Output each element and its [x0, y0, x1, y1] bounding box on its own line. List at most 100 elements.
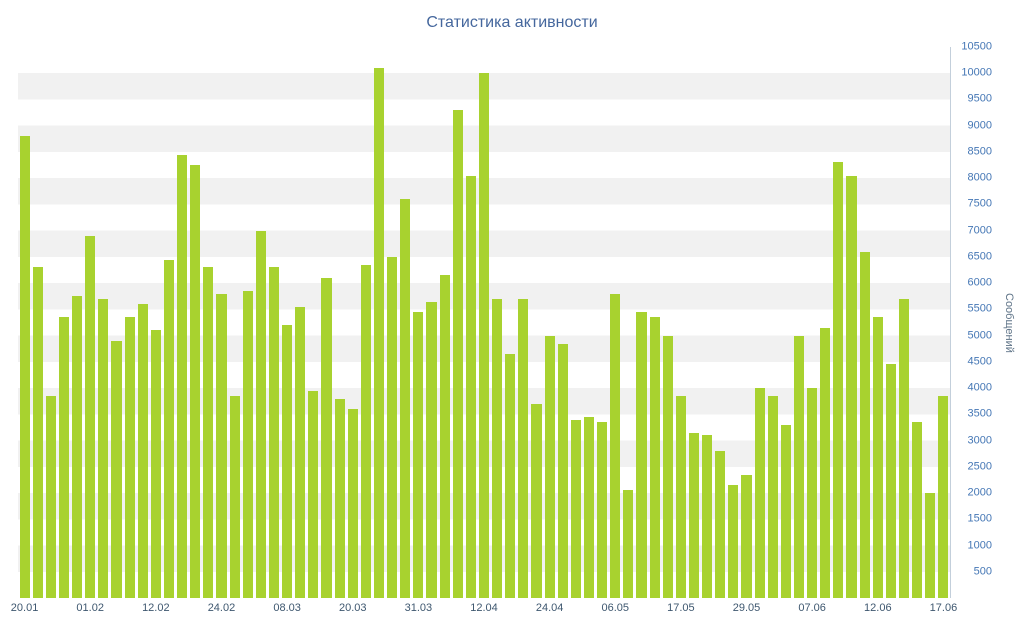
bar[interactable]	[177, 154, 188, 598]
y-tick-label: 500	[973, 565, 992, 578]
bar[interactable]	[702, 435, 713, 598]
bar[interactable]	[505, 354, 516, 598]
y-tick-label: 6000	[967, 276, 992, 289]
bar[interactable]	[780, 424, 791, 598]
bar[interactable]	[492, 298, 503, 598]
x-tick-label: 20.03	[338, 602, 367, 614]
y-tick-label: 2000	[967, 486, 992, 499]
bar[interactable]	[334, 398, 345, 598]
bar[interactable]	[321, 277, 332, 598]
bar[interactable]	[872, 317, 883, 598]
bar[interactable]	[478, 73, 489, 598]
x-tick-label: 24.04	[535, 602, 564, 614]
bar[interactable]	[452, 109, 463, 598]
bar[interactable]	[400, 199, 411, 598]
bar[interactable]	[360, 264, 371, 598]
bar[interactable]	[19, 136, 30, 598]
x-tick-label: 17.06	[929, 602, 958, 614]
bar[interactable]	[597, 422, 608, 598]
bar[interactable]	[387, 256, 398, 598]
y-tick-label: 9000	[967, 119, 992, 132]
bar[interactable]	[859, 251, 870, 598]
bar[interactable]	[623, 490, 634, 598]
x-axis-labels: 20.01 01.02 12.02 24.02 08.03 20.03 31.03 12.04…	[11, 602, 957, 618]
bar[interactable]	[426, 301, 437, 598]
bar[interactable]	[72, 296, 83, 598]
bar[interactable]	[439, 275, 450, 598]
bar[interactable]	[741, 474, 752, 598]
y-axis-title: Сообщений	[998, 47, 1020, 598]
bar[interactable]	[754, 388, 765, 598]
x-tick-label: 07.06	[798, 602, 826, 614]
bar[interactable]	[98, 298, 109, 598]
bar[interactable]	[807, 388, 818, 598]
bar[interactable]	[912, 422, 923, 598]
bar[interactable]	[465, 175, 476, 598]
bar[interactable]	[347, 409, 358, 598]
bar[interactable]	[557, 343, 568, 598]
bar[interactable]	[649, 317, 660, 598]
bar[interactable]	[925, 493, 936, 598]
y-axis-title-text: Сообщений	[1003, 292, 1015, 353]
bar[interactable]	[229, 395, 240, 598]
y-tick-label: 8500	[967, 145, 992, 158]
bar[interactable]	[124, 317, 135, 598]
bar[interactable]	[544, 335, 555, 598]
bar[interactable]	[662, 335, 673, 598]
bar[interactable]	[938, 395, 949, 598]
bar[interactable]	[268, 267, 279, 598]
bar[interactable]	[242, 291, 253, 598]
bar[interactable]	[767, 395, 778, 598]
bar[interactable]	[308, 390, 319, 598]
bar[interactable]	[32, 267, 43, 598]
x-tick-label: 08.03	[273, 602, 301, 614]
x-tick-label: 24.02	[207, 602, 236, 614]
bar[interactable]	[137, 304, 148, 598]
bar[interactable]	[583, 416, 594, 598]
y-tick-label: 3000	[967, 434, 992, 447]
y-tick-label: 4500	[967, 355, 992, 368]
y-tick-label: 9500	[967, 92, 992, 105]
bar[interactable]	[190, 165, 201, 598]
bar[interactable]	[688, 432, 699, 598]
bar[interactable]	[255, 230, 266, 598]
bar[interactable]	[58, 317, 69, 598]
x-tick-label: 17.05	[667, 602, 695, 614]
bar[interactable]	[203, 267, 214, 598]
x-tick-label: 20.01	[10, 602, 39, 614]
y-tick-label: 1500	[967, 512, 992, 525]
bar[interactable]	[675, 395, 686, 598]
bar[interactable]	[610, 293, 621, 598]
bar[interactable]	[570, 419, 581, 598]
bar[interactable]	[715, 451, 726, 598]
bar[interactable]	[85, 235, 96, 598]
bar[interactable]	[282, 325, 293, 598]
y-tick-label: 5500	[967, 302, 992, 315]
x-tick-label: 12.02	[142, 602, 170, 614]
bar[interactable]	[885, 364, 896, 598]
bar[interactable]	[820, 327, 831, 598]
y-tick-label: 7000	[967, 224, 992, 237]
bar[interactable]	[45, 395, 56, 598]
y-tick-label: 7500	[967, 197, 992, 210]
bar[interactable]	[636, 312, 647, 598]
bar[interactable]	[413, 312, 424, 598]
y-tick-label: 3500	[967, 407, 992, 420]
bar[interactable]	[833, 162, 844, 598]
bar[interactable]	[111, 340, 122, 598]
bar[interactable]	[150, 330, 161, 598]
bar[interactable]	[518, 298, 529, 598]
bar[interactable]	[793, 335, 804, 598]
bar[interactable]	[163, 259, 174, 598]
bar[interactable]	[373, 68, 384, 598]
bar[interactable]	[295, 306, 306, 598]
bar[interactable]	[846, 175, 857, 598]
bar[interactable]	[216, 293, 227, 598]
bar[interactable]	[898, 298, 909, 598]
y-axis-labels: 500 1000 1500 2000 2500 3000 3500 4000 4500 5000 5…	[954, 41, 992, 598]
x-tick-label: 29.05	[732, 602, 761, 614]
x-tick-label: 31.03	[404, 602, 433, 614]
bar[interactable]	[531, 403, 542, 598]
bar[interactable]	[728, 485, 739, 598]
